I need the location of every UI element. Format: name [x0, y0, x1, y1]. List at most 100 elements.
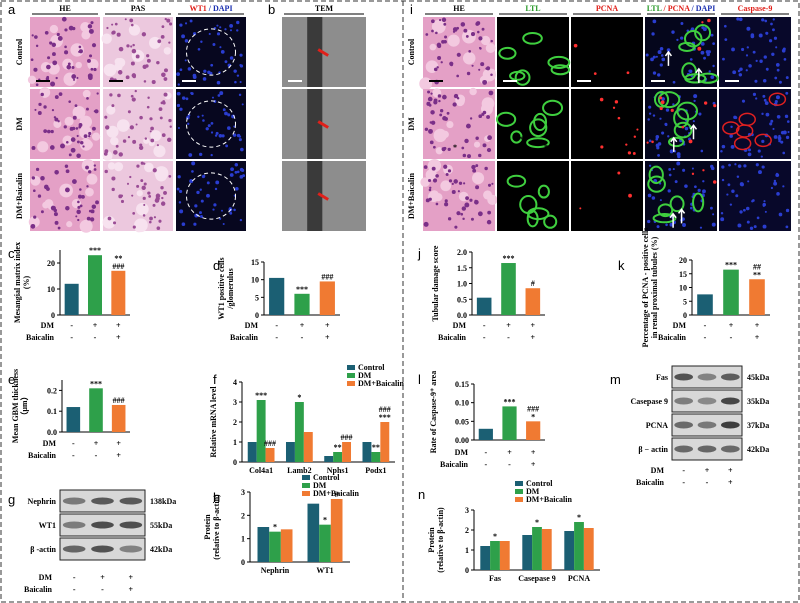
cell: [656, 146, 660, 150]
cell: [460, 212, 464, 216]
cell: [94, 109, 99, 114]
blot-band: [697, 373, 717, 381]
y-tick-label: 2: [241, 511, 245, 520]
cell: [769, 122, 773, 126]
x-tick-label: WT1: [316, 566, 333, 575]
tubule: [533, 112, 548, 132]
cell: [224, 111, 228, 116]
cell: [682, 223, 686, 227]
outline: [186, 172, 236, 220]
cell: [40, 210, 44, 214]
treatment-sign: +: [755, 333, 760, 342]
cell: [96, 92, 99, 95]
x-tick-label: PCNA: [568, 574, 590, 583]
cell: [177, 175, 181, 179]
blot-band: [721, 397, 740, 405]
cell: [234, 163, 239, 167]
cell: [72, 105, 86, 119]
cell: [37, 194, 42, 198]
cell: [64, 45, 67, 49]
cell: [185, 97, 189, 101]
cell: [143, 137, 150, 144]
cell: [129, 18, 134, 23]
panel-label: l: [418, 372, 421, 387]
cell: [782, 151, 786, 155]
cell: [77, 205, 81, 209]
cell: [645, 53, 649, 57]
cell: [200, 199, 204, 203]
cell: [734, 163, 737, 166]
cell: [748, 64, 752, 68]
cell: [210, 131, 214, 134]
cell: [86, 216, 91, 221]
cell: [680, 36, 684, 40]
cell: [212, 43, 216, 47]
cell: [488, 90, 494, 96]
micrograph: [176, 17, 246, 87]
cell: [436, 66, 439, 69]
treatment-name: Baicalin: [658, 333, 687, 342]
cell: [106, 26, 109, 30]
treatment-sign: +: [100, 573, 105, 582]
y-tick-label: 1.5: [457, 264, 467, 273]
cell: [239, 218, 243, 222]
significance: *: [323, 516, 327, 525]
cell: [46, 75, 50, 79]
cell: [64, 116, 74, 126]
cell: [81, 194, 85, 199]
cell: [746, 26, 751, 31]
cell: [224, 60, 228, 64]
cell: [129, 125, 134, 130]
cell: [430, 92, 433, 95]
cell: [211, 96, 214, 99]
cell: [681, 125, 685, 129]
cell: [710, 75, 715, 79]
cell: [80, 22, 91, 33]
cell: [179, 189, 183, 194]
cell: [471, 164, 476, 170]
cell: [37, 141, 49, 153]
cell: [444, 199, 448, 203]
arrow: [317, 120, 329, 129]
cell: [438, 99, 441, 103]
column-header: PAS: [131, 4, 146, 13]
cell: [778, 80, 782, 84]
blot-band: [697, 421, 717, 429]
cell: [71, 66, 75, 70]
cell: [181, 222, 186, 226]
cell: [473, 141, 481, 148]
cell: [235, 187, 239, 191]
cell: [682, 168, 686, 172]
cell: [425, 198, 430, 203]
cell: [43, 105, 47, 109]
cell: [88, 28, 94, 34]
cell: [781, 48, 786, 53]
cell: [198, 211, 202, 215]
cell: [669, 222, 674, 227]
cell: [101, 33, 112, 44]
cell: [424, 127, 429, 132]
cell: [144, 162, 154, 173]
bar: [502, 406, 517, 440]
treatment-sign: +: [116, 333, 121, 342]
cell: [655, 55, 658, 58]
significance: ##: [753, 262, 761, 271]
cell: [242, 174, 246, 178]
treatment-sign: -: [95, 451, 98, 460]
cell: [161, 72, 166, 78]
cell: [37, 111, 42, 115]
cell: [684, 184, 688, 188]
tubule: [683, 29, 703, 48]
legend-label: DM: [313, 481, 327, 490]
cell: [659, 63, 663, 67]
cell: [218, 71, 221, 74]
cell: [457, 190, 460, 193]
panel-label: a: [8, 2, 16, 17]
micrograph-bg: [571, 17, 643, 87]
cell: [177, 92, 181, 96]
cell: [196, 190, 200, 195]
significance: *: [531, 412, 535, 421]
bar: [319, 524, 331, 562]
legend-label: DM: [358, 371, 372, 380]
